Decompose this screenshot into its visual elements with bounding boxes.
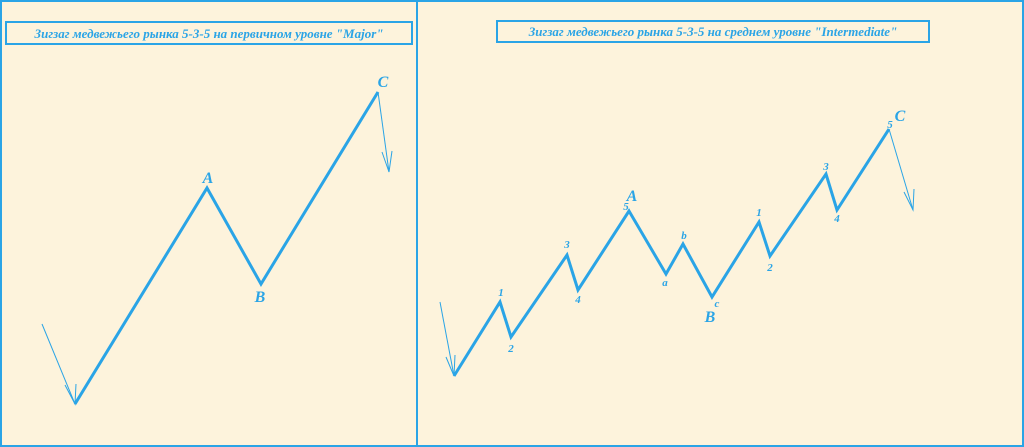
- wave-label: B: [254, 289, 266, 306]
- right-panel: [416, 0, 1024, 447]
- wave-label: 2: [507, 343, 514, 355]
- wave-label: c: [715, 298, 720, 310]
- zigzag: [452, 128, 891, 377]
- wave-label: 1: [498, 287, 504, 299]
- title-box: [496, 20, 930, 43]
- wave-label: 4: [574, 294, 581, 306]
- wave-label: 3: [563, 239, 570, 251]
- wave-label: 1: [756, 207, 762, 219]
- arrow: [439, 301, 455, 377]
- wave-label: 2: [766, 262, 773, 274]
- wave-label: 5: [623, 201, 629, 213]
- right-waves: [439, 128, 915, 377]
- zigzag: [73, 91, 380, 405]
- panel-title: Зигзаг медвежьего рынка 5-3-5 на среднем…: [528, 24, 898, 39]
- wave-label: b: [681, 230, 687, 242]
- wave-label: 5: [887, 119, 893, 131]
- wave-label: C: [378, 74, 389, 91]
- arrow-head: [381, 150, 393, 173]
- wave-label: A: [202, 170, 214, 187]
- title-box: [5, 21, 413, 45]
- wave-label: a: [662, 277, 668, 289]
- arrow: [888, 128, 914, 211]
- wave-label: 4: [833, 213, 840, 225]
- wave-label: 3: [822, 161, 829, 173]
- wave-label: A: [626, 188, 638, 205]
- arrow-head: [903, 188, 915, 212]
- arrow: [41, 323, 76, 405]
- panel-title: Зигзаг медвежьего рынка 5-3-5 на первичн…: [34, 26, 384, 41]
- wave-label: B: [704, 309, 716, 326]
- left-waves: [41, 91, 393, 406]
- right-labels: 1 2 3 4 5 A a b c B 1 2 3 4 5 C: [498, 108, 905, 355]
- wave-label: C: [895, 108, 906, 125]
- arrow: [377, 91, 390, 173]
